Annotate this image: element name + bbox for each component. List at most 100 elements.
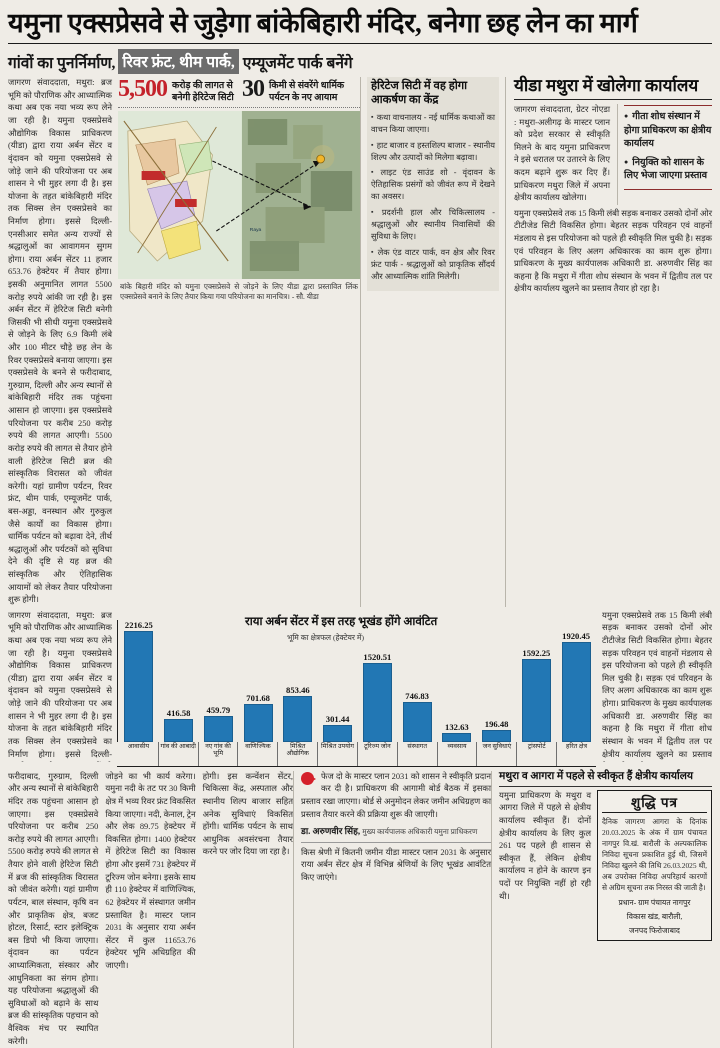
chart-bar (482, 729, 512, 742)
chart-bar (323, 724, 353, 742)
chart-bar-cell: 1920.45 (556, 620, 596, 742)
chart-bar-cell: 701.68 (238, 620, 278, 742)
chart-bar (402, 701, 432, 742)
bottom-left-group: फरीदाबाद, गुरुग्राम, दिल्ली और अन्य स्था… (8, 771, 293, 1048)
right-bullet-list: गीता शोध संस्थान में होगा प्राधिकरण का क… (624, 110, 712, 182)
chart-x-label: टूरिज्म जोन (356, 741, 397, 766)
list-item: नियुक्ति को शासन के लिए भेजा जाएगा प्रस्… (624, 156, 712, 182)
quote-attribution: डा. अरुणवीर सिंह, मुख्य कार्यपालक अधिकार… (301, 825, 491, 837)
bottom-col3-text: होगी। इस कन्वेंशन सेंटर, चिकित्सा केंद्र… (202, 771, 293, 857)
shuddhi-patra-sign-1: प्रधान- ग्राम पंचायत नागपुर (618, 897, 691, 907)
right-subhead-2-divider (499, 785, 712, 787)
callout-cost: 5,500 करोड़ की लागत से बनेगी हेरिटेज सिट… (118, 77, 236, 104)
chart-bar-value: 196.48 (484, 718, 509, 729)
chart-bar-value: 746.83 (405, 690, 429, 701)
quote-author-designation: मुख्य कार्यपालक अधिकारी यमुना प्राधिकरण (362, 827, 478, 837)
chart-bar-value: 701.68 (246, 693, 270, 704)
chart-x-label: संस्थागत (396, 741, 437, 766)
chart-bar-cell: 853.46 (278, 620, 318, 742)
chart-bar-value: 416.58 (166, 707, 191, 718)
chart-title: राया अर्बन सेंटर में इस तरह भूखंड होंगे … (245, 614, 438, 628)
chart-bar (164, 718, 194, 742)
deck-plain-2: एम्यूजमेंट पार्क बनेंगे (242, 54, 353, 72)
chart-x-label: आवासीय (127, 742, 150, 750)
column-left: जागरण संवाददाता, मथुरा: ब्रज भूमि को पौर… (8, 77, 360, 607)
chart-bar-value: 301.44 (325, 713, 350, 724)
callout-group: 5,500 करोड़ की लागत से बनेगी हेरिटेज सिट… (118, 76, 360, 104)
map-caption: बांके बिहारी मंदिर को यमुना एक्सप्रेसवे … (120, 281, 358, 302)
chart-x-label: नए गांव की भूमि (197, 741, 238, 766)
chart-left-gutter-text: जागरण संवाददाता, मथुरा: ब्रज भूमि को पौर… (8, 610, 112, 759)
chart-subtitle: भूमि का क्षेत्रफल (हेक्टेयर में) (287, 632, 364, 642)
chart-bar (521, 658, 551, 742)
quote-text: फेज दो के मास्टर प्लान 2031 को शासन ने स… (301, 771, 491, 819)
chart-x-label: व्यवसाय (436, 741, 477, 766)
callout-cost-line2: बनेगी हेरिटेज सिटी (172, 93, 234, 104)
chart-bar (442, 733, 472, 742)
chart-bar (124, 630, 154, 742)
chart-x-label: ट्रांसपोर्ट (516, 741, 556, 766)
callout-divider (118, 106, 360, 108)
column-right: यीडा मथुरा में खोलेगा कार्यालय जागरण संव… (506, 77, 712, 607)
chart-x-label: मिश्रित औद्योगिक (277, 741, 317, 766)
list-item: लाइट एंड साउंड शो - वृंदावन के ऐतिहासिक … (371, 167, 495, 203)
quote-divider (301, 841, 491, 843)
chart-bar (362, 662, 392, 742)
callout-distance-text: किमी से संवरेंगे धार्मिक पर्यटन के नए आय… (264, 78, 344, 104)
deck-left: गांवों का पुनर्निर्माण, रिवर फ्रंट, थीम … (8, 49, 494, 75)
list-item: लेक एंड वाटर पार्क, वन क्षेत्र और रिवर फ… (371, 247, 495, 283)
chart-bar-value: 1920.45 (562, 631, 591, 642)
bottom-col1-text: फरीदाबाद, गुरुग्राम, दिल्ली और अन्य स्था… (8, 771, 99, 1046)
quote-author-name: डा. अरुणवीर सिंह, (301, 826, 361, 837)
chart-bar-cell: 459.79 (199, 620, 239, 742)
chart-bar-cell: 1592.25 (517, 620, 557, 742)
shuddhi-patra-box: शुद्धि पत्र दैनिक जागरण आगरा के दिनांक 2… (597, 789, 712, 941)
bottom-right-column: मथुरा व आगरा में पहले से स्वीकृत हैं क्ष… (491, 770, 712, 1048)
right-subhead-2: मथुरा व आगरा में पहले से स्वीकृत हैं क्ष… (499, 770, 694, 782)
deck-plain-1: गांवों का पुनर्निर्माण, (8, 54, 116, 72)
right-bullet-rule-top (624, 105, 712, 107)
list-item: गीता शोध संस्थान में होगा प्राधिकरण का क… (624, 110, 712, 150)
callout-cost-text: करोड़ की लागत से बनेगी हेरिटेज सिटी (167, 78, 234, 104)
red-arrow-icon (301, 771, 317, 787)
right-intro-paragraph: जागरण संवाददाता, ग्रेटर नोएडा : मथुरा-अल… (514, 104, 610, 203)
allotment-bar-chart: राया अर्बन सेंटर में इस तरह भूखंड होंगे … (117, 614, 596, 767)
right-bullet-rule-bottom (624, 188, 712, 190)
chart-bar-cell: 416.58 (159, 620, 199, 742)
deck-highlight: रिवर फ्रंट, थीम पार्क, (118, 49, 239, 75)
column-heritage: हेरिटेज सिटी में वह होगा आकर्षण का केंद्… (360, 77, 506, 607)
callout-distance-line1: किमी से संवरेंगे धार्मिक (269, 81, 345, 92)
right-title-divider (514, 98, 712, 100)
right-body2-text: यमुना प्राधिकरण के मथुरा व आगरा जिले में… (499, 790, 591, 901)
chart-y-axis (117, 619, 119, 742)
chart-bar-cell: 2216.25 (119, 620, 159, 742)
chart-x-label: गांव की आबादी (157, 741, 198, 766)
shuddhi-patra-sign-2: विकास खंड, बारौली, (626, 911, 683, 921)
chart-bar-value: 132.63 (445, 722, 469, 733)
shuddhi-patra-title: शुद्धि पत्र (602, 793, 707, 813)
list-item: कथा वाचनालय - नई धार्मिक कथाओं का वाचन क… (371, 112, 495, 136)
list-item: प्रदर्शनी हाल और चिकित्सालय - श्रद्धालुओ… (371, 207, 495, 243)
chart-bars: 2216.25 416.58 459.79 701.68 853.46 301.44 152… (119, 620, 596, 742)
page-headline: यमुना एक्सप्रेसवे से जुड़ेगा बांकेबिहारी… (8, 8, 638, 38)
callout-distance-line2: पर्यटन के नए आयाम (269, 93, 338, 104)
project-map-image: Raya (118, 110, 360, 279)
chart-bar-cell: 196.48 (477, 620, 517, 742)
chart-x-label: वाणिज्यिक (237, 741, 277, 766)
chart-bar-cell: 301.44 (318, 620, 358, 742)
chart-bar (283, 696, 313, 742)
heritage-title-line1: हेरिटेज सिटी में वह होगा (371, 80, 468, 93)
deck-row: गांवों का पुनर्निर्माण, रिवर फ्रंट, थीम … (8, 49, 712, 75)
heritage-title-line2: आकर्षण का केंद्र (371, 93, 439, 106)
bottom-col2-text: जोड़ने का भी कार्य करेगा। यमुना नदी के त… (105, 771, 196, 970)
callout-distance-number: 30 (242, 76, 265, 103)
right-section-title: यीडा मथुरा में खोलेगा कार्यालय (514, 76, 699, 96)
map-svg: Raya (118, 110, 360, 279)
chart-x-labels: आवासीय गांव की आबादी नए गांव की भूमि वाणिज्… (119, 741, 596, 766)
list-item: हाट बाजार व हस्तशिल्प बाजार - स्थानीय शि… (371, 140, 495, 164)
chart-bar-cell: 1520.51 (358, 620, 398, 742)
heritage-bullet-list: कथा वाचनालय - नई धार्मिक कथाओं का वाचन क… (371, 112, 495, 284)
chart-right-gutter-text: यमुना एक्सप्रेसवे तक 15 किमी लंबी सड़क ब… (602, 610, 712, 759)
chart-bar-value: 1592.25 (522, 647, 551, 658)
headline-divider (8, 43, 712, 45)
